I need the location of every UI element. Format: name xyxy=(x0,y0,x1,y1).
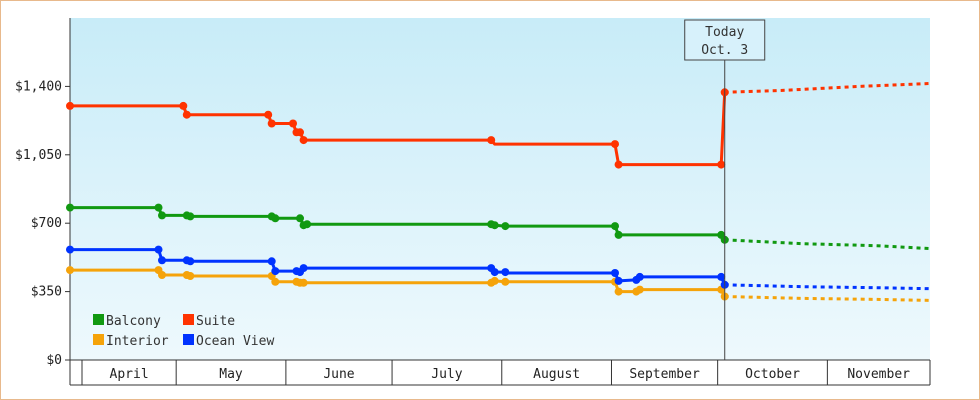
data-point[interactable] xyxy=(66,245,74,254)
forecast-line xyxy=(724,295,931,302)
plot-area xyxy=(70,18,930,360)
y-tick-label: $700 xyxy=(31,216,62,231)
x-tick-label: June xyxy=(323,367,354,382)
legend-swatch xyxy=(93,314,104,325)
legend-swatch xyxy=(183,314,194,325)
legend-swatch xyxy=(93,334,104,345)
data-point[interactable] xyxy=(267,119,276,128)
x-tick-label: August xyxy=(533,367,580,382)
legend-label[interactable]: Balcony xyxy=(106,314,161,329)
data-point[interactable] xyxy=(289,119,297,128)
data-point[interactable] xyxy=(267,257,276,266)
data-point[interactable] xyxy=(186,212,195,221)
y-tick-label: $350 xyxy=(31,285,62,300)
x-tick-label: October xyxy=(745,367,800,382)
data-point[interactable] xyxy=(296,214,304,223)
legend-label[interactable]: Suite xyxy=(196,314,235,329)
data-point[interactable] xyxy=(158,256,166,265)
data-point[interactable] xyxy=(271,214,280,223)
x-tick-label: November xyxy=(847,367,910,382)
data-point[interactable] xyxy=(717,160,726,169)
series-ocean-view xyxy=(66,245,931,291)
data-point[interactable] xyxy=(186,272,195,280)
data-point[interactable] xyxy=(501,268,510,277)
legend: Balcony Suite Interior Ocean View xyxy=(93,314,274,349)
data-point[interactable] xyxy=(271,267,280,276)
data-point[interactable] xyxy=(154,245,163,254)
data-point[interactable] xyxy=(299,136,308,145)
data-point[interactable] xyxy=(614,287,623,296)
series-suite xyxy=(66,82,931,169)
forecast-line xyxy=(724,82,931,94)
data-point[interactable] xyxy=(264,110,273,119)
series-balcony xyxy=(66,203,931,251)
y-tick-label: $1,050 xyxy=(15,148,62,163)
data-point[interactable] xyxy=(66,266,74,275)
data-point[interactable] xyxy=(299,278,308,287)
legend-label[interactable]: Interior xyxy=(106,334,169,349)
data-point[interactable] xyxy=(490,276,499,285)
data-point[interactable] xyxy=(179,101,188,110)
legend-label[interactable]: Ocean View xyxy=(196,334,274,349)
data-point[interactable] xyxy=(303,220,312,229)
data-point[interactable] xyxy=(614,160,623,169)
x-tick-label: May xyxy=(219,367,243,382)
data-point[interactable] xyxy=(186,257,195,266)
y-tick-label: $0 xyxy=(46,353,62,368)
today-label-box xyxy=(684,19,766,61)
x-tick-label: July xyxy=(431,367,462,382)
data-point[interactable] xyxy=(154,203,163,212)
forecast-line xyxy=(724,238,931,251)
x-tick-label: September xyxy=(629,367,700,382)
data-point[interactable] xyxy=(158,271,166,279)
data-point[interactable] xyxy=(611,222,619,231)
data-point[interactable] xyxy=(487,136,496,145)
data-point[interactable] xyxy=(296,128,304,137)
today-label: Today xyxy=(705,25,744,40)
data-point[interactable] xyxy=(635,285,644,294)
x-tick-label: April xyxy=(110,367,149,382)
data-point[interactable] xyxy=(614,276,623,285)
data-point[interactable] xyxy=(611,140,619,149)
data-point[interactable] xyxy=(614,230,623,239)
data-point[interactable] xyxy=(182,110,191,119)
data-point[interactable] xyxy=(635,272,644,281)
data-point[interactable] xyxy=(490,221,499,230)
data-point[interactable] xyxy=(66,203,74,212)
data-point[interactable] xyxy=(490,268,499,277)
data-point[interactable] xyxy=(501,277,510,286)
today-date: Oct. 3 xyxy=(701,43,748,58)
legend-swatch xyxy=(183,334,194,345)
data-point[interactable] xyxy=(501,222,510,231)
y-tick-label: $1,400 xyxy=(15,79,62,94)
data-point[interactable] xyxy=(271,277,280,286)
data-point[interactable] xyxy=(611,269,619,277)
data-point[interactable] xyxy=(158,211,166,220)
data-point[interactable] xyxy=(717,272,726,281)
data-point[interactable] xyxy=(299,264,308,273)
data-point[interactable] xyxy=(66,101,74,110)
forecast-line xyxy=(724,283,931,291)
